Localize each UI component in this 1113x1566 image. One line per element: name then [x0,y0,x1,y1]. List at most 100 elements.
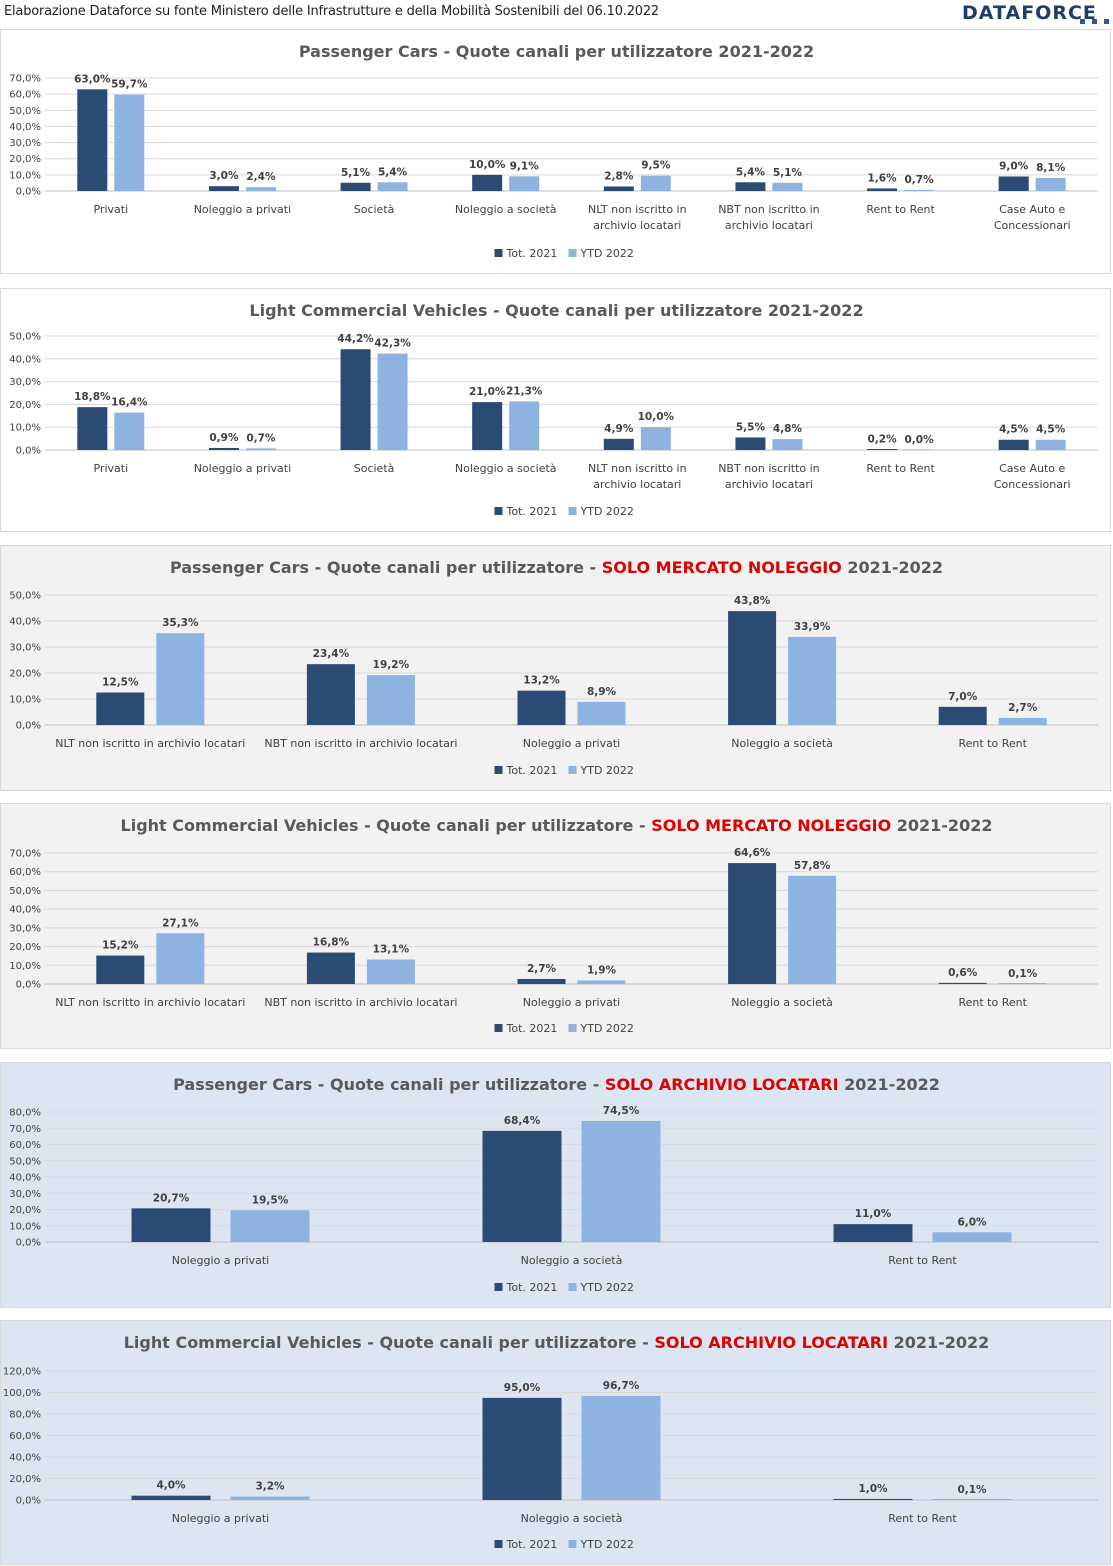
y-tick-label: 0,0% [16,187,41,198]
bar-ytd-2022 [509,176,540,191]
chart-title: Passenger Cars - Quote canali per utiliz… [173,1075,940,1094]
bar-tot-2021 [517,978,566,984]
legend-swatch [568,249,577,257]
chart-title: Passenger Cars - Quote canali per utiliz… [299,42,814,61]
logo-dot [1080,19,1085,24]
category-label: Noleggio a società [731,737,833,750]
y-tick-label: 60,0% [9,90,41,101]
y-tick-label: 10,0% [9,961,41,972]
bar-tot-2021 [938,706,987,725]
bar-tot-2021 [208,447,239,450]
data-label: 43,8% [734,595,771,607]
data-label: 1,9% [587,964,617,976]
chart-svg: Passenger Cars - Quote canali per utiliz… [9,42,1098,260]
bar-ytd-2022 [245,187,276,191]
category-label: Noleggio a privati [523,737,620,750]
category-label: Case Auto e Concessionari [994,203,1071,232]
legend-swatch [568,1283,577,1291]
y-tick-label: 0,0% [16,721,41,732]
legend-label: Tot. 2021 [506,1022,558,1035]
legend-label: YTD 2022 [580,764,634,777]
y-tick-label: 50,0% [9,332,41,343]
bar-ytd-2022 [772,182,803,191]
y-tick-label: 30,0% [9,138,41,149]
data-label: 4,5% [1036,424,1066,436]
data-label: 16,4% [111,397,148,409]
chart-panel-lcv-noleggio: Light Commercial Vehicles - Quote canali… [0,803,1111,1049]
chart-title-main: Passenger Cars - Quote canali per utiliz… [299,42,713,61]
chart-title-main: Light Commercial Vehicles - Quote canali… [249,301,762,320]
data-label: 57,8% [794,860,831,872]
chart-title-main: Light Commercial Vehicles - Quote canali… [124,1333,655,1352]
chart-panel-lcv-archivio: Light Commercial Vehicles - Quote canali… [0,1320,1111,1565]
bar-tot-2021 [482,1397,562,1500]
data-label: 21,3% [506,385,543,397]
chart-svg: Light Commercial Vehicles - Quote canali… [9,301,1098,518]
chart-title-highlight: SOLO ARCHIVIO LOCATARI [654,1333,888,1352]
category-label: Privati [93,203,128,216]
category-label: Rent to Rent [958,737,1027,750]
chart-title-highlight: SOLO MERCATO NOLEGGIO [651,816,891,835]
bar-tot-2021 [306,952,355,984]
bar-tot-2021 [998,439,1029,450]
logo-dot [1104,19,1109,24]
bar-tot-2021 [735,437,766,450]
chart-panel-pc-utilizzatore: Passenger Cars - Quote canali per utiliz… [0,29,1111,274]
bar-tot-2021 [472,402,503,450]
chart-panel-pc-archivio: Passenger Cars - Quote canali per utiliz… [0,1062,1111,1308]
y-tick-label: 60,0% [9,1140,41,1151]
y-tick-label: 30,0% [9,377,41,388]
bar-ytd-2022 [577,701,626,725]
chart-title: Light Commercial Vehicles - Quote canali… [124,1333,990,1352]
data-label: 21,0% [469,386,506,398]
bar-tot-2021 [482,1130,562,1242]
data-label: 5,4% [378,166,408,178]
bar-ytd-2022 [788,636,837,725]
legend-label: Tot. 2021 [506,1538,558,1551]
data-label: 9,0% [999,160,1029,172]
bar-ytd-2022 [772,439,803,450]
data-label: 0,1% [957,1484,987,1496]
bar-ytd-2022 [156,633,205,725]
bar-tot-2021 [96,692,145,725]
y-tick-label: 0,0% [16,446,41,457]
data-label: 63,0% [74,73,111,85]
y-tick-label: 40,0% [9,1453,41,1464]
bar-tot-2021 [306,664,355,725]
data-label: 1,6% [868,172,898,184]
bar-tot-2021 [938,982,987,984]
legend-label: YTD 2022 [580,1281,634,1294]
data-label: 27,1% [162,917,199,929]
category-label: Rent to Rent [888,1254,957,1267]
legend-label: YTD 2022 [580,247,634,260]
chart-panel-pc-noleggio: Passenger Cars - Quote canali per utiliz… [0,545,1111,791]
bar-ytd-2022 [932,1232,1012,1242]
bar-ytd-2022 [788,875,837,984]
y-tick-label: 60,0% [9,867,41,878]
chart-svg: Light Commercial Vehicles - Quote canali… [3,1333,1098,1551]
data-label: 12,5% [102,677,139,689]
logo-wordmark: DATAFORCE [962,2,1097,24]
y-tick-label: 50,0% [9,1156,41,1167]
bar-ytd-2022 [998,717,1047,725]
legend-swatch [494,1024,503,1032]
bar-tot-2021 [603,186,634,191]
chart-title-tail: 2021-2022 [888,1333,989,1352]
data-label: 8,1% [1036,162,1066,174]
bar-tot-2021 [517,690,566,725]
bar-ytd-2022 [581,1120,661,1242]
bar-tot-2021 [833,1224,913,1242]
category-label: Noleggio a società [455,203,557,216]
bar-tot-2021 [131,1208,211,1242]
category-label: Noleggio a privati [194,462,291,475]
data-label: 6,0% [957,1216,987,1228]
legend-swatch [494,1540,503,1548]
y-tick-label: 40,0% [9,617,41,628]
y-tick-label: 40,0% [9,1173,41,1184]
y-tick-label: 120,0% [3,1367,41,1378]
data-label: 0,7% [246,432,276,444]
y-tick-label: 50,0% [9,106,41,117]
legend-label: YTD 2022 [580,1022,634,1035]
y-tick-label: 20,0% [9,1474,41,1485]
category-label: Noleggio a privati [194,203,291,216]
